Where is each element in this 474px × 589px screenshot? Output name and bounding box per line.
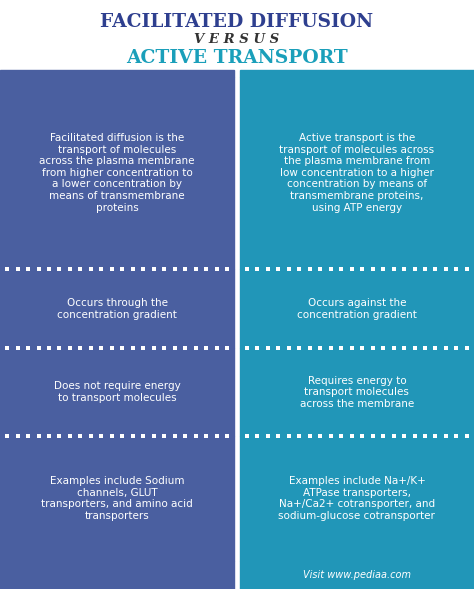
Bar [0, 436, 234, 561]
Text: Visit www.pediaa.com: Visit www.pediaa.com [303, 570, 411, 580]
Text: Does not require energy
to transport molecules: Does not require energy to transport mol… [54, 382, 181, 403]
Bar [0, 561, 234, 589]
Text: FACILITATED DIFFUSION: FACILITATED DIFFUSION [100, 13, 374, 31]
Bar [240, 436, 474, 561]
Text: Active transport is the
transport of molecules across
the plasma membrane from
l: Active transport is the transport of mol… [279, 133, 435, 213]
Bar [0, 269, 234, 348]
Bar [0, 0, 474, 70]
Text: ACTIVE TRANSPORT: ACTIVE TRANSPORT [126, 49, 348, 68]
Text: Occurs against the
concentration gradient: Occurs against the concentration gradien… [297, 298, 417, 320]
Text: Examples include Sodium
channels, GLUT
transporters, and amino acid
transporters: Examples include Sodium channels, GLUT t… [41, 476, 193, 521]
Bar [0, 348, 234, 436]
Bar [240, 269, 474, 348]
Text: Occurs through the
concentration gradient: Occurs through the concentration gradien… [57, 298, 177, 320]
Text: V E R S U S: V E R S U S [194, 33, 280, 46]
Bar [240, 561, 474, 589]
Text: Facilitated diffusion is the
transport of molecules
across the plasma membrane
f: Facilitated diffusion is the transport o… [39, 133, 195, 213]
Bar [240, 77, 474, 269]
Text: Examples include Na+/K+
ATPase transporters,
Na+/Ca2+ cotransporter, and
sodium-: Examples include Na+/K+ ATPase transport… [279, 476, 435, 521]
Text: Requires energy to
transport molecules
across the membrane: Requires energy to transport molecules a… [300, 376, 414, 409]
Bar [0, 77, 234, 269]
Bar [0, 70, 234, 77]
Bar [240, 70, 474, 77]
Bar [240, 348, 474, 436]
